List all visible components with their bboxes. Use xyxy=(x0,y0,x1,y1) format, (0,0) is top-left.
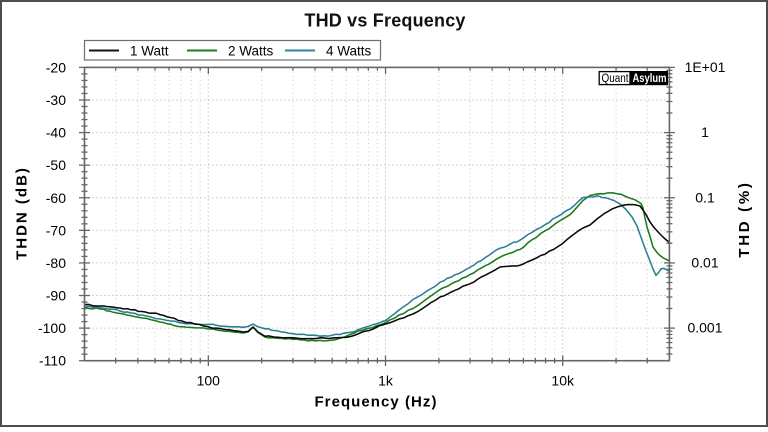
svg-text:-70: -70 xyxy=(46,222,66,238)
svg-text:1E+01: 1E+01 xyxy=(685,59,726,75)
svg-text:-90: -90 xyxy=(46,288,66,304)
svg-text:Asylum: Asylum xyxy=(633,73,667,85)
svg-text:THD vs Frequency: THD vs Frequency xyxy=(304,11,465,31)
svg-text:4 Watts: 4 Watts xyxy=(326,43,372,58)
svg-text:2 Watts: 2 Watts xyxy=(228,43,274,58)
svg-text:1 Watt: 1 Watt xyxy=(130,43,169,58)
svg-text:10k: 10k xyxy=(551,373,575,389)
svg-text:0.1: 0.1 xyxy=(695,189,715,205)
svg-text:-80: -80 xyxy=(46,255,66,271)
svg-text:1: 1 xyxy=(701,124,709,140)
svg-text:Quant: Quant xyxy=(602,73,630,85)
svg-text:THDN (dB): THDN (dB) xyxy=(13,166,30,260)
svg-text:-100: -100 xyxy=(38,320,66,336)
svg-text:-60: -60 xyxy=(46,190,66,206)
svg-text:-40: -40 xyxy=(46,125,66,141)
svg-text:-30: -30 xyxy=(46,92,66,108)
svg-text:0.001: 0.001 xyxy=(687,320,722,336)
svg-text:-110: -110 xyxy=(39,353,66,369)
svg-text:-50: -50 xyxy=(46,157,66,173)
svg-text:Frequency (Hz): Frequency (Hz) xyxy=(314,394,437,411)
svg-text:100: 100 xyxy=(197,373,221,389)
svg-text:-20: -20 xyxy=(46,59,66,75)
svg-text:1k: 1k xyxy=(378,373,394,389)
svg-text:THD (%): THD (%) xyxy=(736,180,753,257)
svg-text:0.01: 0.01 xyxy=(691,255,718,271)
